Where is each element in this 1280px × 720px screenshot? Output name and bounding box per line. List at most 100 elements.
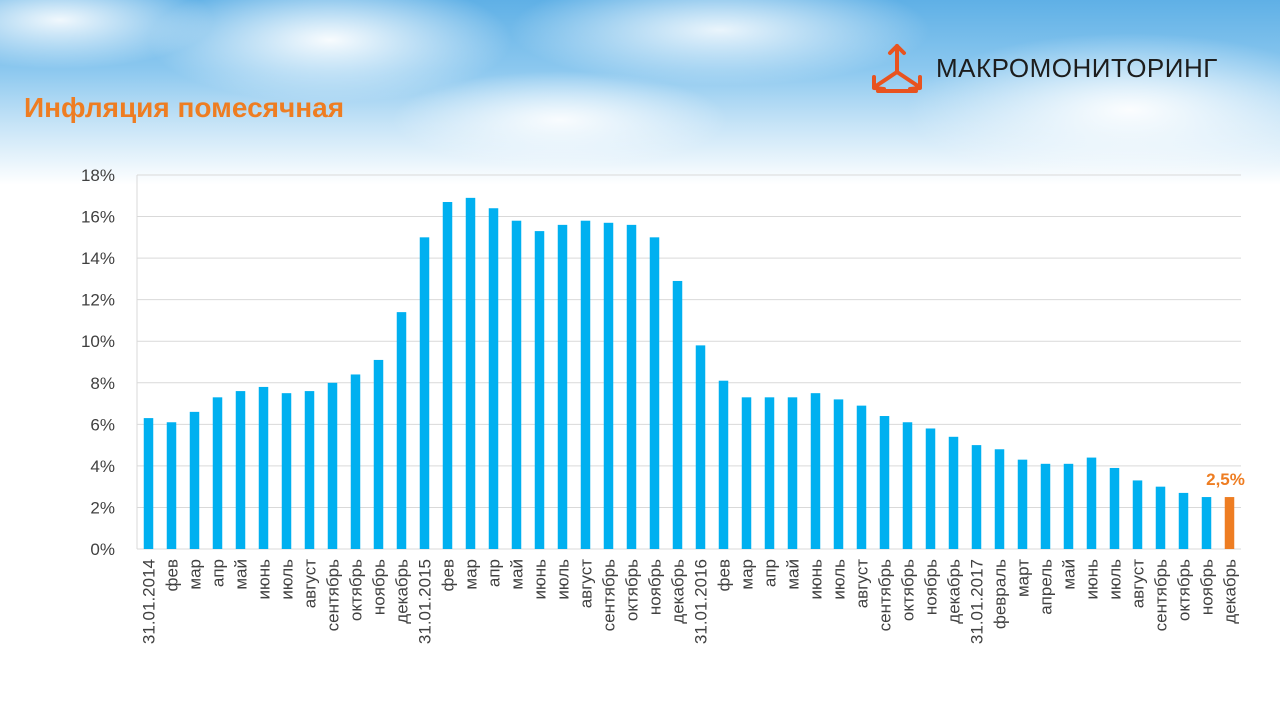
bar xyxy=(258,386,269,549)
bar xyxy=(1040,463,1051,549)
y-axis-ticks: 0% 2% 4% 6% 8% 10% 12% 14% 16% 18% xyxy=(81,166,115,559)
x-tick-label: октябрь xyxy=(1175,559,1194,621)
bar xyxy=(833,399,844,549)
brand-name: МАКРОМОНИТОРИНГ xyxy=(936,52,1218,83)
x-tick-label: июнь xyxy=(255,559,274,600)
data-label: 2,5% xyxy=(1206,470,1245,489)
bar xyxy=(718,380,729,549)
bar xyxy=(534,231,545,549)
x-tick-label: декабрь xyxy=(945,559,964,624)
y-tick-label: 10% xyxy=(81,332,115,351)
bar xyxy=(143,418,154,549)
x-tick-label: 31.01.2014 xyxy=(140,559,159,644)
x-tick-label: ноябрь xyxy=(922,559,941,615)
x-tick-label: 31.01.2017 xyxy=(968,559,987,644)
y-tick-label: 8% xyxy=(90,374,115,393)
bar xyxy=(350,374,361,549)
bar xyxy=(580,220,591,549)
bar xyxy=(695,345,706,549)
x-tick-label: ноябрь xyxy=(1198,559,1217,615)
bar xyxy=(1086,457,1097,549)
bar xyxy=(626,224,637,549)
x-tick-label: апр xyxy=(761,559,780,587)
x-tick-label: июнь xyxy=(807,559,826,600)
bar xyxy=(810,393,821,549)
bar xyxy=(603,222,614,550)
x-tick-label: август xyxy=(301,559,320,608)
bar xyxy=(879,416,890,549)
x-tick-label: мар xyxy=(186,559,205,590)
x-tick-label: июль xyxy=(830,559,849,600)
bar xyxy=(764,397,775,549)
x-tick-label: декабрь xyxy=(393,559,412,624)
bar xyxy=(971,445,982,549)
x-tick-label: мар xyxy=(738,559,757,590)
x-tick-label: апрель xyxy=(1037,559,1056,615)
y-tick-label: 14% xyxy=(81,249,115,268)
x-tick-label: июль xyxy=(278,559,297,600)
y-tick-label: 4% xyxy=(90,457,115,476)
triangle-arrows-logo-icon xyxy=(872,44,922,93)
x-tick-label: июнь xyxy=(1083,559,1102,600)
x-tick-label: ноябрь xyxy=(370,559,389,615)
y-tick-label: 16% xyxy=(81,208,115,227)
x-tick-label: август xyxy=(853,559,872,608)
x-tick-label: фев xyxy=(439,559,458,591)
bar xyxy=(948,436,959,549)
bar xyxy=(1224,497,1235,549)
x-tick-label: август xyxy=(1129,559,1148,608)
bar xyxy=(1155,486,1166,549)
y-tick-label: 18% xyxy=(81,166,115,185)
bar xyxy=(373,359,384,549)
bar xyxy=(672,280,683,549)
bar xyxy=(235,391,246,549)
x-tick-label: мар xyxy=(462,559,481,590)
bar xyxy=(166,422,177,549)
x-tick-label: август xyxy=(577,559,596,608)
bar xyxy=(212,397,223,549)
y-tick-label: 6% xyxy=(90,415,115,434)
x-tick-label: октябрь xyxy=(623,559,642,621)
x-tick-label: май xyxy=(1060,559,1079,590)
bar xyxy=(465,197,476,549)
x-tick-label: 31.01.2016 xyxy=(692,559,711,644)
x-tick-label: май xyxy=(784,559,803,590)
bar xyxy=(419,237,430,550)
bar xyxy=(856,405,867,549)
x-tick-label: 31.01.2015 xyxy=(416,559,435,644)
bar xyxy=(1178,492,1189,549)
bar xyxy=(442,202,453,549)
x-tick-label: март xyxy=(1014,559,1033,597)
bar xyxy=(1017,459,1028,549)
bar xyxy=(1201,497,1212,549)
x-tick-label: ноябрь xyxy=(646,559,665,615)
bar xyxy=(281,393,292,549)
bar xyxy=(189,411,200,549)
bar xyxy=(1063,463,1074,549)
bar xyxy=(649,237,660,550)
grid-layer xyxy=(136,174,1241,550)
bar xyxy=(396,312,407,549)
y-tick-label: 12% xyxy=(81,291,115,310)
x-tick-label: май xyxy=(232,559,251,590)
bar xyxy=(511,220,522,549)
x-tick-label: декабрь xyxy=(1221,559,1240,624)
x-tick-label: июнь xyxy=(531,559,550,600)
x-tick-label: июль xyxy=(554,559,573,600)
x-tick-label: сентябрь xyxy=(1152,559,1171,632)
brand-logo: МАКРОМОНИТОРИНГ xyxy=(868,40,1218,96)
y-tick-label: 2% xyxy=(90,498,115,517)
slide-title: Инфляция помесячная xyxy=(24,92,345,123)
bar xyxy=(787,397,798,549)
bar xyxy=(304,391,315,549)
x-axis-ticks: 31.01.2014 фев мар апр май июнь июль август сент… xyxy=(140,559,1240,644)
x-tick-label: сентябрь xyxy=(600,559,619,632)
bar xyxy=(925,428,936,549)
bar xyxy=(1132,480,1143,549)
bar xyxy=(327,382,338,549)
x-tick-label: апр xyxy=(485,559,504,587)
x-tick-label: октябрь xyxy=(899,559,918,621)
x-tick-label: декабрь xyxy=(669,559,688,624)
x-tick-label: февраль xyxy=(991,559,1010,629)
